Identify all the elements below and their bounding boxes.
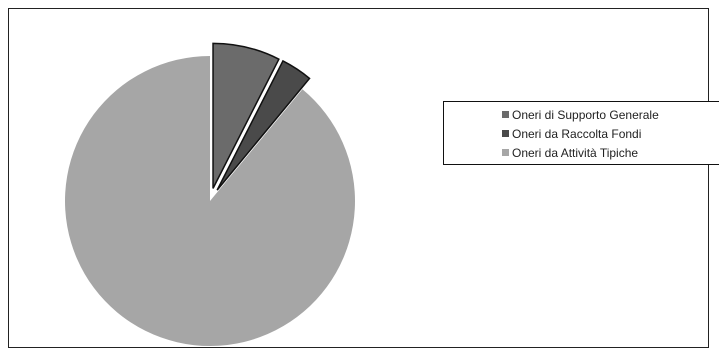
pie-slice-tipiche (64, 56, 355, 346)
legend-label-tipiche: Oneri da Attività Tipiche (512, 145, 639, 160)
legend-swatch-tipiche (502, 149, 509, 156)
legend-item-raccolta: Oneri da Raccolta Fondi (502, 124, 719, 143)
legend-swatch-supporto (502, 111, 509, 118)
chart-frame: Oneri di Supporto Generale Oneri da Racc… (8, 8, 719, 348)
legend-label-supporto: Oneri di Supporto Generale (512, 107, 659, 122)
legend: Oneri di Supporto Generale Oneri da Racc… (443, 101, 719, 165)
legend-item-supporto: Oneri di Supporto Generale (502, 105, 719, 124)
pie-chart (64, 42, 355, 346)
legend-swatch-raccolta (502, 130, 509, 137)
legend-label-raccolta: Oneri da Raccolta Fondi (512, 126, 642, 141)
legend-item-tipiche: Oneri da Attività Tipiche (502, 143, 719, 162)
pie-slice-raccolta (216, 59, 311, 191)
pie-slice-supporto (212, 42, 280, 189)
